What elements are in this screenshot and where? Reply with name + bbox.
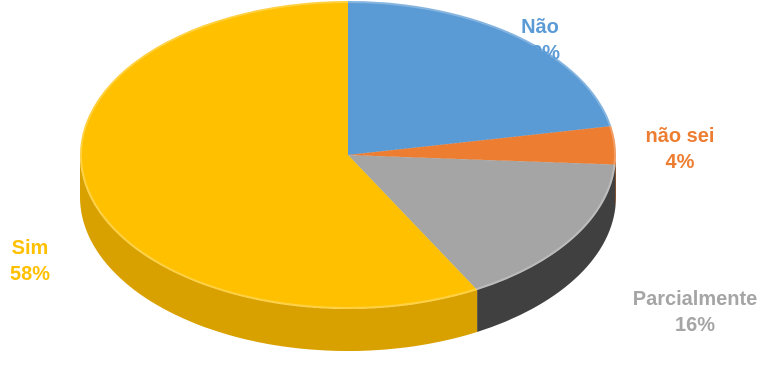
- slice-side-1: [615, 155, 616, 207]
- label-parcialmente-name: Parcialmente: [632, 288, 758, 310]
- label-sim: Sim 58%: [0, 235, 60, 287]
- slice-sim: [79, 1, 478, 309]
- label-nao-name: Não: [521, 16, 559, 38]
- slice-parcialmente: [348, 155, 616, 290]
- label-parcialmente-value: 16%: [674, 314, 716, 336]
- label-parcialmente: Parcialmente 16%: [615, 286, 775, 338]
- label-nao-value: 22%: [519, 42, 561, 64]
- label-sim-name: Sim: [11, 237, 49, 259]
- label-sim-value: 58%: [9, 263, 51, 285]
- label-nao-sei-value: 4%: [665, 151, 695, 173]
- label-nao: Não 22%: [500, 14, 580, 66]
- slice-não-sei: [348, 126, 616, 165]
- slice-não: [348, 1, 612, 155]
- pie-rim: [80, 1, 616, 309]
- label-nao-sei-name: não sei: [645, 125, 715, 147]
- slice-side-2: [477, 164, 616, 332]
- slice-side-3: [80, 155, 478, 351]
- label-nao-sei: não sei 4%: [620, 123, 740, 175]
